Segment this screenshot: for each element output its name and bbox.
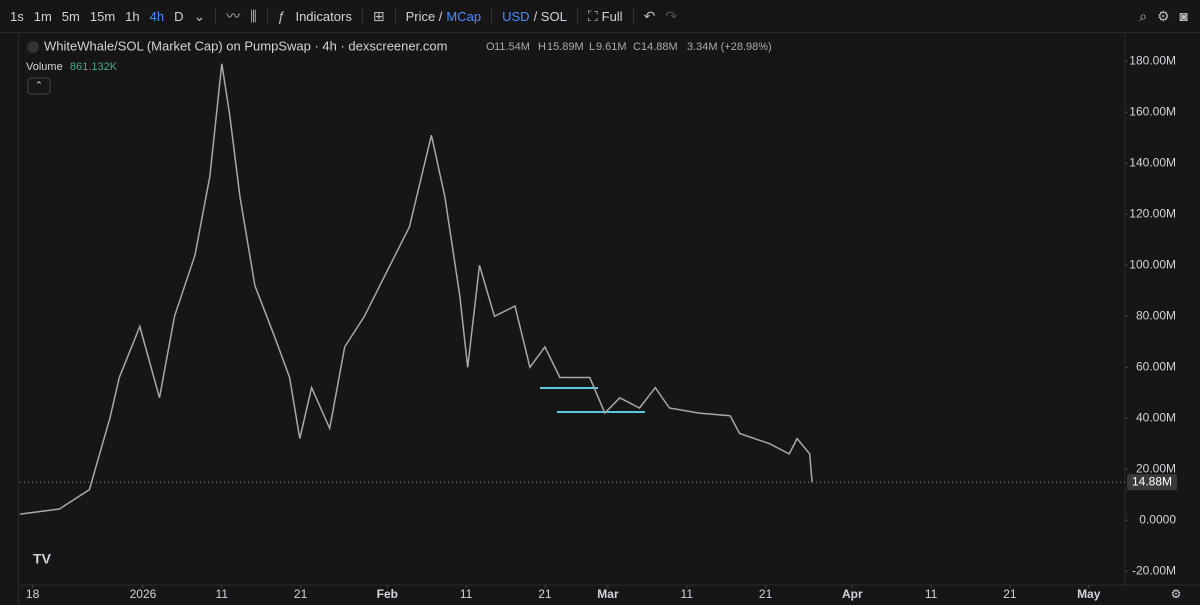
y-tick-label: 0.0000 — [1139, 512, 1176, 526]
sol-toggle[interactable]: / SOL — [533, 8, 567, 24]
y-tick-label: 60.00M — [1136, 359, 1176, 373]
x-tick-label: May — [1077, 587, 1101, 601]
full-button[interactable]: Full — [601, 8, 623, 24]
ohlc-change: 3.34M (+28.98%) — [687, 41, 772, 53]
interval[interactable]: 1s — [10, 8, 24, 24]
last-price-label: 14.88M — [1132, 474, 1172, 488]
volume-value: 861.132K — [70, 61, 118, 73]
separator — [576, 7, 578, 25]
collapse-button[interactable] — [27, 77, 51, 95]
indicators-button[interactable]: Indicators — [295, 8, 352, 24]
x-tick-label: Apr — [842, 587, 863, 601]
interval[interactable]: 1m — [33, 8, 52, 24]
x-tick-label: 21 — [759, 587, 773, 601]
price-line — [20, 63, 813, 515]
price-toggle[interactable]: Price / — [405, 8, 443, 24]
ohlc-value: 11.54M — [494, 41, 530, 53]
interval[interactable]: 1h — [125, 8, 140, 24]
x-tick-label: 11 — [216, 587, 229, 601]
undo-icon[interactable]: ↶ — [643, 7, 656, 24]
separator — [266, 7, 268, 25]
y-tick-label: -20.00M — [1132, 563, 1176, 577]
volume-label: Volume — [26, 61, 63, 73]
token-icon — [27, 41, 39, 53]
x-tick-label: 11 — [681, 587, 694, 601]
ohlc-label: H — [538, 41, 546, 53]
search-icon[interactable]: ⌕ — [1139, 7, 1147, 24]
x-tick-label: 2026 — [130, 587, 157, 601]
chart-title: WhiteWhale/SOL (Market Cap) on PumpSwap … — [44, 38, 447, 53]
fullscreen-icon[interactable]: ⛶ — [587, 7, 598, 24]
y-tick-label: 160.00M — [1129, 104, 1176, 118]
usd-toggle[interactable]: USD — [502, 8, 530, 24]
ohlc-value: 15.89M — [547, 41, 584, 53]
tradingview-logo[interactable]: TV — [33, 551, 52, 567]
drawing-toolbar — [0, 33, 19, 605]
axis-settings-icon[interactable]: ⚙ — [1171, 587, 1182, 601]
ohlc-value: 14.88M — [641, 41, 678, 53]
camera-icon[interactable]: ◙ — [1179, 8, 1188, 24]
x-tick-label: Mar — [597, 587, 619, 601]
separator — [394, 7, 396, 25]
layout-icon[interactable]: ⊞ — [372, 7, 385, 24]
x-tick-label: Feb — [377, 587, 398, 601]
x-tick-label: 11 — [925, 587, 938, 601]
separator — [491, 7, 493, 25]
y-tick-label: 120.00M — [1129, 206, 1176, 220]
redo-icon: ↷ — [665, 7, 678, 24]
x-tick-label: 18 — [26, 587, 40, 601]
separator — [215, 7, 217, 25]
separator — [361, 7, 363, 25]
interval[interactable]: 5m — [61, 8, 80, 24]
ohlc-value: 9.61M — [596, 41, 627, 53]
y-tick-label: 100.00M — [1129, 257, 1176, 271]
y-tick-label: 80.00M — [1136, 308, 1176, 322]
y-tick-label: 20.00M — [1136, 461, 1176, 475]
separator — [632, 7, 634, 25]
x-tick-label: 21 — [294, 587, 308, 601]
collapse-icon[interactable]: ⌃ — [35, 81, 43, 92]
x-tick-label: 11 — [460, 587, 473, 601]
interval[interactable]: D — [174, 8, 184, 24]
interval-active[interactable]: 4h — [149, 8, 165, 24]
legend-bg — [24, 38, 474, 56]
last-price-box — [1127, 474, 1177, 491]
candle-icon[interactable]: ⫼ — [250, 7, 257, 24]
ohlc-label: L — [589, 41, 595, 53]
interval[interactable]: 15m — [89, 8, 116, 24]
y-tick-label: 180.00M — [1129, 53, 1176, 67]
chart-type-icon[interactable]: 〰 — [226, 8, 241, 24]
y-tick-label: 40.00M — [1136, 410, 1176, 424]
dropdown-icon[interactable]: ⌄ — [193, 7, 206, 24]
settings-icon[interactable]: ⚙ — [1156, 7, 1170, 24]
x-tick-label: 21 — [538, 587, 552, 601]
fx-icon[interactable]: ƒ — [277, 8, 286, 24]
plot-area — [20, 63, 813, 515]
ohlc-label: O — [486, 41, 495, 53]
x-tick-label: 21 — [1003, 587, 1017, 601]
ohlc-label: C — [633, 41, 641, 53]
y-tick-label: 140.00M — [1129, 155, 1176, 169]
mcap-toggle[interactable]: MCap — [446, 8, 482, 24]
toolbar: 1s 1m 5m 15m 1h 4h D ⌄ 〰 ⫼ ƒ Indicators … — [0, 0, 1200, 33]
